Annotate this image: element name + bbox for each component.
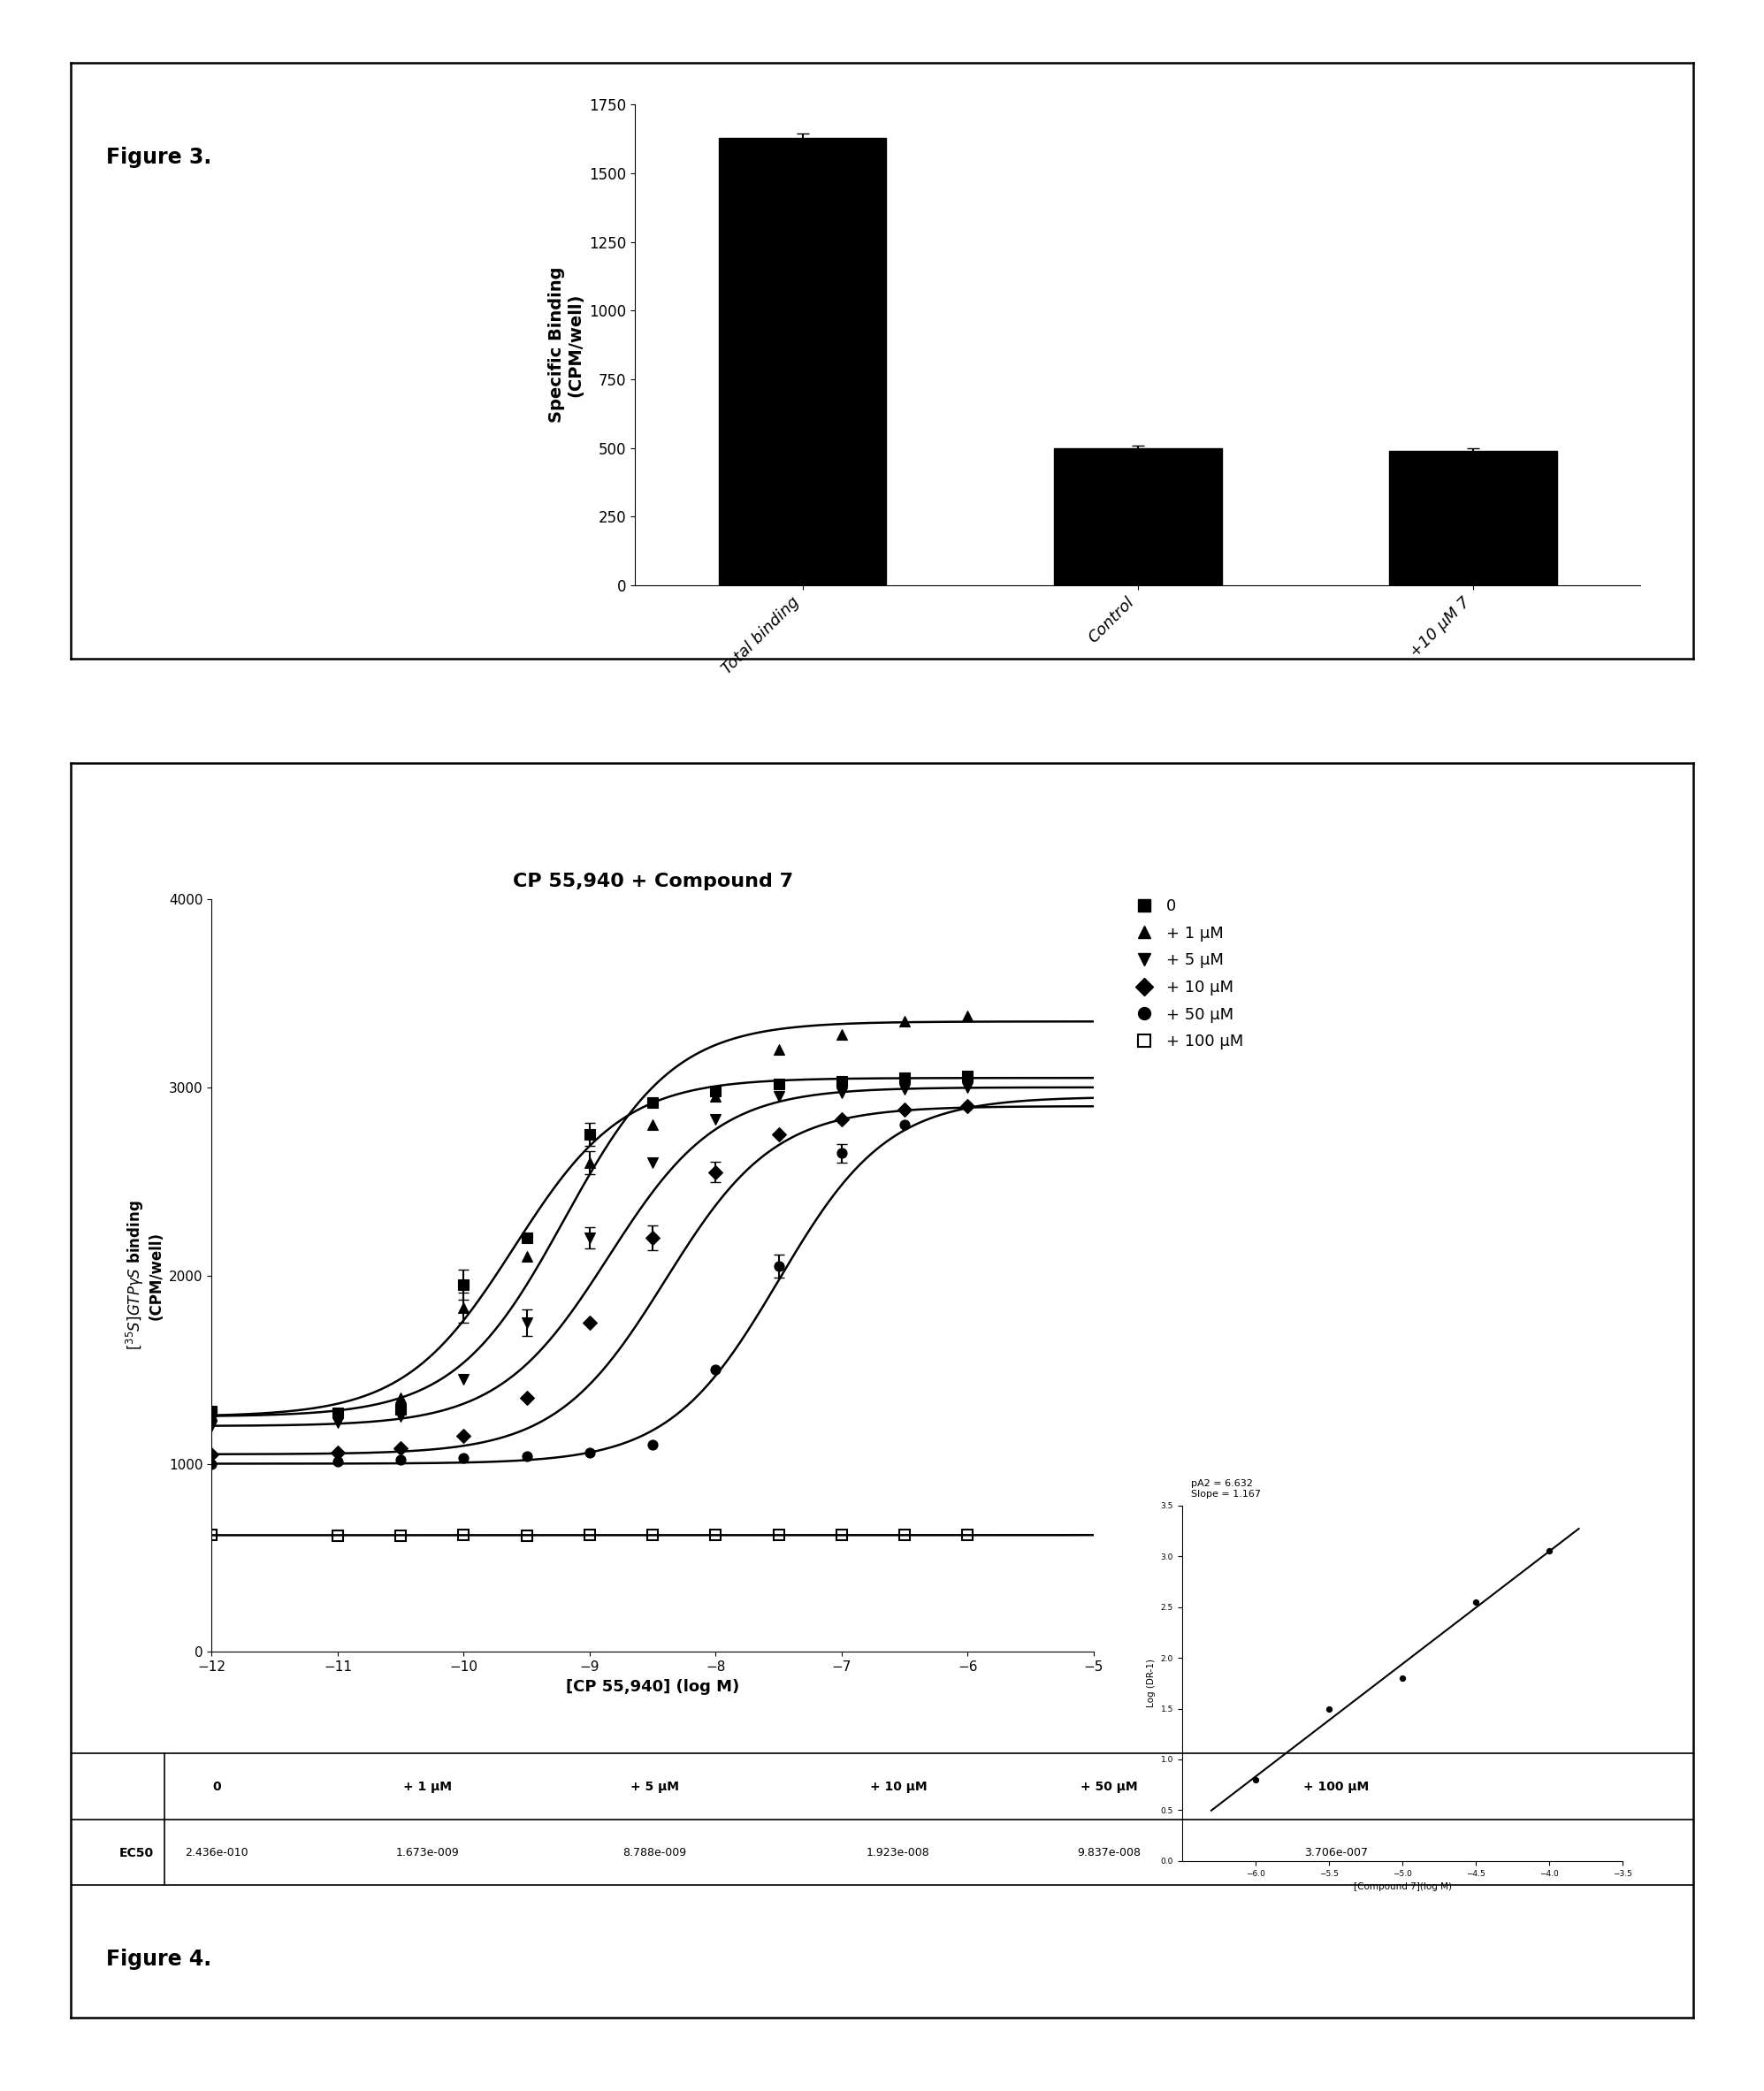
Text: Figure 4.: Figure 4. (106, 1949, 212, 1970)
Point (1242, 1763, 1270, 1796)
Text: EC50: EC50 (120, 1846, 153, 1859)
X-axis label: [CP 55,940] (log M): [CP 55,940] (log M) (566, 1679, 739, 1694)
Title: CP 55,940 + Compound 7: CP 55,940 + Compound 7 (513, 872, 792, 891)
Text: 8.788e-009: 8.788e-009 (623, 1846, 686, 1859)
Text: 2.436e-010: 2.436e-010 (185, 1846, 249, 1859)
Bar (1390, 452, 1558, 585)
Text: 1.673e-009: 1.673e-009 (395, 1846, 459, 1859)
Text: pA2 = 6.632
Slope = 1.167: pA2 = 6.632 Slope = 1.167 (1191, 1478, 1261, 1499)
Bar (718, 138, 886, 585)
Text: + 1 μM: + 1 μM (404, 1782, 452, 1794)
Text: + 50 μM: + 50 μM (1081, 1782, 1138, 1794)
Text: 0: 0 (212, 1782, 220, 1794)
Point (1388, 1662, 1416, 1696)
Point (1462, 1585, 1491, 1618)
Y-axis label: $[^{35}S]GTP\gamma S$ binding
(CPM/well): $[^{35}S]GTP\gamma S$ binding (CPM/well) (123, 1200, 164, 1351)
Point (1314, 1692, 1342, 1725)
Text: Figure 3.: Figure 3. (106, 146, 212, 167)
Text: 9.837e-008: 9.837e-008 (1078, 1846, 1141, 1859)
Text: + 5 μM: + 5 μM (630, 1782, 679, 1794)
Text: 3.706e-007: 3.706e-007 (1305, 1846, 1369, 1859)
Y-axis label: Specific Binding
(CPM/well): Specific Binding (CPM/well) (549, 268, 584, 422)
Text: + 100 μM: + 100 μM (1304, 1782, 1369, 1794)
Bar (1053, 447, 1221, 585)
Y-axis label: Log (DR-1): Log (DR-1) (1147, 1658, 1155, 1708)
Text: 1.923e-008: 1.923e-008 (866, 1846, 930, 1859)
Point (1535, 1535, 1563, 1568)
Text: + 10 μM: + 10 μM (870, 1782, 926, 1794)
X-axis label: [Compound 7](log M): [Compound 7](log M) (1353, 1882, 1452, 1890)
Legend: 0, + 1 μM, + 5 μM, + 10 μM, + 50 μM, + 100 μM: 0, + 1 μM, + 5 μM, + 10 μM, + 50 μM, + 1… (1129, 893, 1251, 1056)
